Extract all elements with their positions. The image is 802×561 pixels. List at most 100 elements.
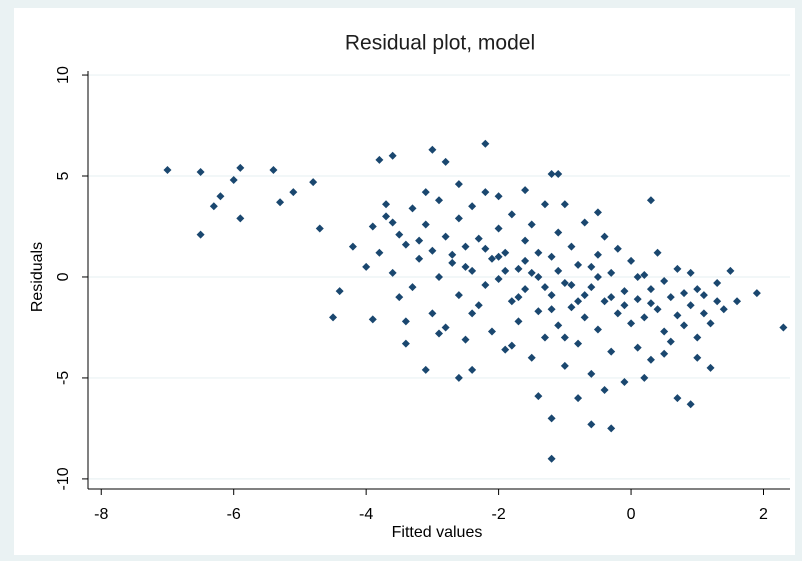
point	[620, 377, 629, 386]
point	[507, 341, 516, 350]
point	[487, 327, 496, 336]
point	[580, 313, 589, 322]
point	[640, 313, 649, 322]
point	[653, 248, 662, 257]
point	[388, 151, 397, 160]
point	[653, 305, 662, 314]
point	[382, 200, 391, 209]
point	[435, 329, 443, 338]
point	[640, 373, 649, 382]
point	[587, 283, 596, 292]
point	[368, 222, 377, 231]
point	[494, 274, 503, 283]
point	[461, 262, 470, 271]
point	[454, 180, 463, 189]
point	[388, 218, 397, 227]
point	[660, 349, 669, 358]
point	[401, 339, 410, 348]
point	[547, 169, 556, 178]
point	[289, 188, 298, 197]
x-tick-label: -6	[227, 506, 241, 523]
point	[501, 248, 510, 257]
point	[554, 228, 563, 237]
point	[547, 454, 556, 463]
point	[699, 309, 708, 318]
point	[494, 192, 503, 201]
point	[474, 301, 483, 310]
point	[448, 250, 457, 259]
chart-title: Residual plot, model	[345, 32, 535, 55]
point	[660, 277, 669, 286]
point	[587, 420, 596, 429]
point	[441, 323, 450, 332]
point	[574, 260, 583, 269]
point	[428, 246, 437, 255]
point	[514, 317, 523, 326]
point	[640, 270, 649, 279]
point	[375, 248, 384, 257]
point	[375, 155, 384, 164]
point	[686, 400, 695, 409]
point	[673, 394, 682, 403]
point	[633, 343, 642, 352]
point	[507, 297, 516, 306]
point	[686, 301, 695, 310]
point	[752, 289, 761, 298]
point	[693, 353, 702, 362]
point	[680, 321, 689, 330]
point	[580, 291, 589, 300]
point	[395, 293, 404, 302]
point	[534, 307, 543, 316]
x-tick-label: 0	[627, 506, 636, 523]
point	[554, 321, 563, 330]
y-tick-label: 5	[55, 171, 72, 180]
point	[779, 323, 788, 332]
point	[494, 252, 503, 261]
point	[269, 165, 278, 174]
point	[593, 325, 602, 334]
point	[382, 212, 391, 221]
point	[540, 283, 549, 292]
point	[547, 414, 556, 423]
point	[554, 169, 563, 178]
point	[706, 319, 715, 328]
point	[633, 272, 642, 281]
point	[481, 244, 490, 253]
point	[468, 365, 477, 374]
point	[474, 234, 483, 243]
point	[468, 202, 477, 211]
point	[567, 242, 576, 251]
point	[540, 333, 549, 342]
point	[209, 202, 218, 211]
point	[415, 236, 424, 245]
point	[534, 272, 543, 281]
point	[607, 293, 616, 302]
point	[646, 355, 655, 364]
point	[713, 279, 722, 288]
point	[593, 208, 602, 217]
point	[521, 256, 530, 265]
point	[527, 353, 536, 362]
point	[229, 176, 238, 185]
point	[613, 244, 622, 253]
y-tick-label: -5	[55, 371, 72, 385]
point	[415, 254, 424, 263]
point	[713, 297, 722, 306]
point	[706, 363, 715, 372]
point	[560, 361, 569, 370]
point	[574, 339, 583, 348]
point	[646, 285, 655, 294]
point	[448, 258, 457, 267]
point	[315, 224, 324, 233]
x-tick-label: -4	[359, 506, 373, 523]
point	[514, 264, 523, 273]
point	[593, 272, 602, 281]
point	[501, 266, 510, 275]
x-tick-label: 2	[759, 506, 768, 523]
point	[620, 301, 629, 310]
point	[574, 394, 583, 403]
point	[600, 297, 609, 306]
point	[607, 268, 616, 277]
y-tick-label: -10	[55, 467, 72, 490]
point	[607, 347, 616, 356]
